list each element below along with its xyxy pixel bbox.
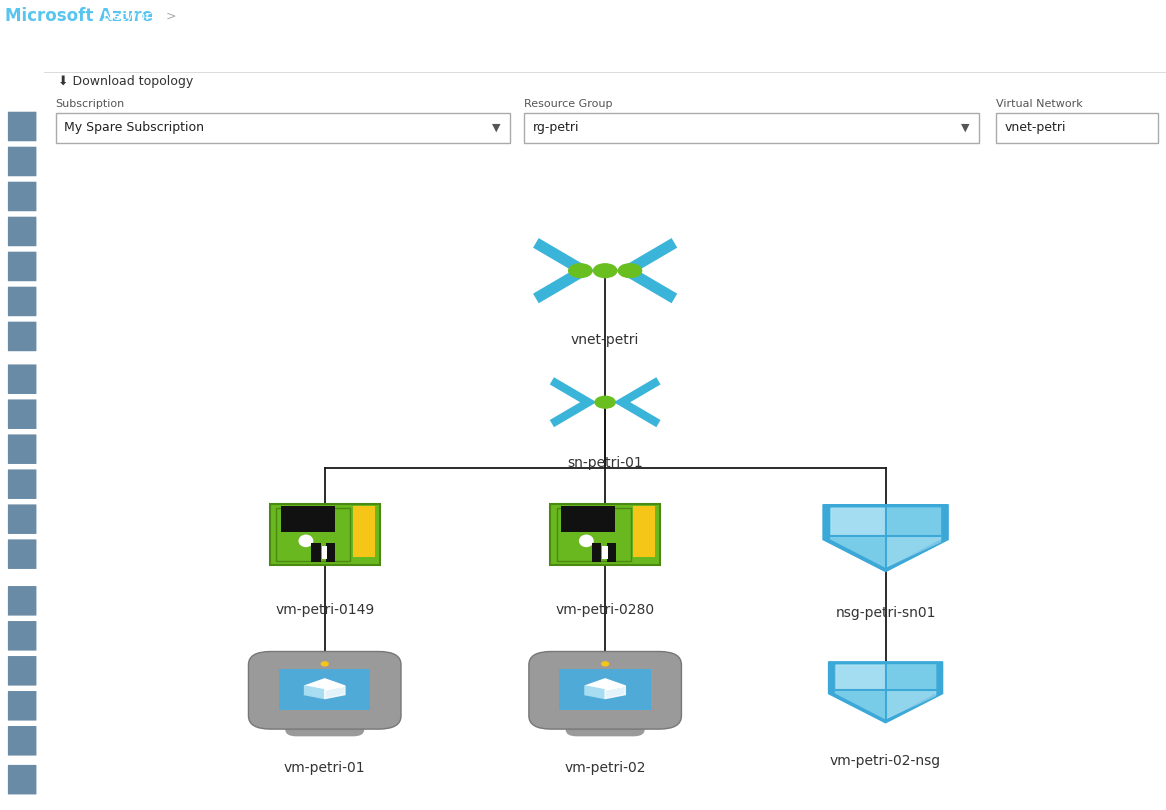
Ellipse shape (298, 535, 314, 548)
Text: ⬇ Download topology: ⬇ Download topology (58, 75, 194, 87)
Text: Resource Group: Resource Group (525, 99, 613, 109)
FancyBboxPatch shape (8, 621, 36, 650)
Text: Microsoft Azure: Microsoft Azure (5, 7, 153, 25)
FancyBboxPatch shape (8, 287, 36, 316)
Text: +: + (14, 74, 30, 92)
Text: Subscription: Subscription (56, 99, 125, 109)
FancyBboxPatch shape (525, 113, 978, 143)
Text: Topology: Topology (49, 42, 147, 62)
Text: ▼: ▼ (961, 123, 970, 133)
FancyBboxPatch shape (560, 668, 651, 710)
Text: sn-petri-01: sn-petri-01 (568, 456, 642, 470)
FancyBboxPatch shape (8, 399, 36, 429)
FancyBboxPatch shape (286, 716, 364, 736)
FancyBboxPatch shape (8, 691, 36, 721)
FancyBboxPatch shape (8, 726, 36, 756)
FancyBboxPatch shape (529, 651, 681, 729)
Circle shape (322, 662, 328, 666)
Polygon shape (886, 690, 935, 719)
FancyBboxPatch shape (8, 322, 36, 352)
Polygon shape (830, 508, 886, 535)
Circle shape (593, 264, 617, 278)
Circle shape (569, 264, 592, 278)
Polygon shape (304, 679, 345, 690)
Text: ▼: ▼ (492, 123, 501, 133)
Polygon shape (324, 686, 345, 698)
Text: Topology: Topology (175, 10, 233, 23)
FancyBboxPatch shape (8, 112, 36, 141)
FancyBboxPatch shape (279, 668, 371, 710)
FancyBboxPatch shape (8, 586, 36, 616)
FancyBboxPatch shape (591, 544, 602, 562)
FancyBboxPatch shape (8, 505, 36, 534)
Polygon shape (829, 662, 942, 723)
Text: Virtual Network: Virtual Network (996, 99, 1082, 109)
FancyBboxPatch shape (8, 539, 36, 569)
FancyBboxPatch shape (248, 651, 401, 729)
Polygon shape (886, 535, 941, 567)
FancyBboxPatch shape (8, 765, 36, 795)
Ellipse shape (578, 535, 593, 548)
Circle shape (595, 396, 616, 408)
Text: vm-petri-02: vm-petri-02 (564, 761, 646, 774)
FancyBboxPatch shape (281, 506, 335, 532)
FancyBboxPatch shape (9, 50, 28, 54)
Polygon shape (304, 686, 324, 698)
FancyBboxPatch shape (322, 546, 328, 560)
Polygon shape (823, 505, 948, 572)
FancyBboxPatch shape (353, 506, 374, 557)
Text: My Spare Subscription: My Spare Subscription (64, 122, 204, 134)
Polygon shape (585, 686, 605, 698)
Text: nsg-petri-sn01: nsg-petri-sn01 (835, 606, 936, 620)
Polygon shape (585, 679, 625, 690)
FancyBboxPatch shape (326, 544, 336, 562)
FancyBboxPatch shape (633, 506, 655, 557)
Circle shape (618, 264, 641, 278)
FancyBboxPatch shape (8, 656, 36, 685)
Polygon shape (836, 665, 935, 718)
FancyBboxPatch shape (566, 716, 645, 736)
FancyBboxPatch shape (550, 504, 660, 565)
FancyBboxPatch shape (996, 113, 1158, 143)
Text: rg-petri: rg-petri (533, 122, 580, 134)
FancyBboxPatch shape (9, 58, 28, 62)
Text: vnet-petri: vnet-petri (571, 333, 639, 347)
FancyBboxPatch shape (8, 364, 36, 394)
Text: vm-petri-02-nsg: vm-petri-02-nsg (830, 754, 941, 768)
FancyBboxPatch shape (8, 434, 36, 464)
FancyBboxPatch shape (599, 716, 611, 725)
FancyBboxPatch shape (8, 181, 36, 211)
Text: vm-petri-01: vm-petri-01 (283, 761, 366, 774)
FancyBboxPatch shape (269, 504, 380, 565)
Text: >: > (166, 10, 176, 23)
Polygon shape (605, 686, 625, 698)
Text: vm-petri-0149: vm-petri-0149 (275, 603, 374, 617)
Text: vnet-petri: vnet-petri (1004, 122, 1066, 134)
FancyBboxPatch shape (606, 544, 616, 562)
Polygon shape (836, 665, 886, 690)
Circle shape (602, 662, 609, 666)
FancyBboxPatch shape (8, 470, 36, 499)
Text: vm-petri-0280: vm-petri-0280 (555, 603, 655, 617)
Polygon shape (830, 508, 941, 567)
FancyBboxPatch shape (603, 546, 607, 560)
FancyBboxPatch shape (9, 42, 28, 46)
FancyBboxPatch shape (8, 252, 36, 281)
FancyBboxPatch shape (319, 716, 330, 725)
FancyBboxPatch shape (8, 217, 36, 246)
FancyBboxPatch shape (56, 113, 510, 143)
FancyBboxPatch shape (561, 506, 616, 532)
FancyBboxPatch shape (311, 544, 321, 562)
Text: Network Watcher: Network Watcher (103, 10, 218, 23)
FancyBboxPatch shape (8, 147, 36, 177)
